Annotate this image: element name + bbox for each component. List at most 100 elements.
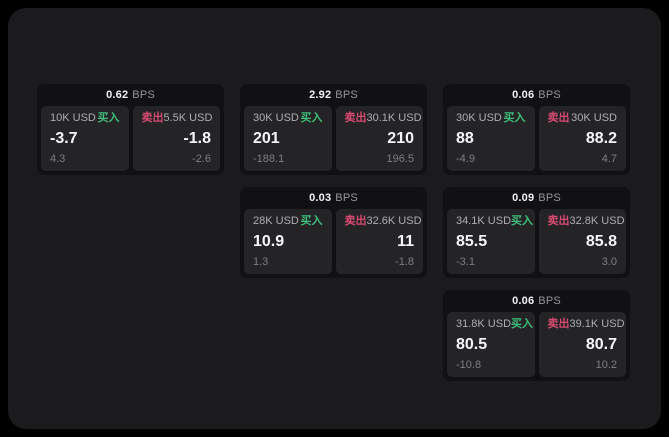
sell-panel[interactable]: 卖出 39.1K USD 80.7 10.2 — [538, 312, 626, 377]
bps-unit-label: BPS — [335, 89, 358, 101]
buy-side-label: 买入 — [503, 112, 526, 124]
quote-card: 0.03 BPS 28K USD 买入 10.9 1.3 卖出 32.6K US… — [240, 187, 427, 278]
sell-side-label: 卖出 — [547, 318, 570, 330]
sell-amount: 30.1K USD — [366, 112, 422, 124]
bps-value: 0.09 — [512, 192, 535, 204]
buy-sub-value: -10.8 — [456, 359, 482, 371]
sell-sub-value: 4.7 — [601, 153, 617, 165]
buy-panel-header: 30K USD 买入 — [253, 113, 323, 124]
buy-panel-header: 31.8K USD 买入 — [456, 318, 533, 330]
buy-sub-value: -188.1 — [253, 153, 285, 165]
buy-panel-header: 28K USD 买入 — [253, 216, 323, 227]
sell-sub-value: 3.0 — [601, 256, 617, 268]
buy-panel[interactable]: 10K USD 买入 -3.7 4.3 — [41, 106, 129, 171]
buy-sub-value: -3.1 — [456, 256, 475, 268]
sell-amount: 5.5K USD — [163, 112, 213, 124]
buy-amount: 31.8K USD — [456, 318, 512, 330]
quote-panels: 10K USD 买入 -3.7 4.3 卖出 5.5K USD -1.8 -2.… — [37, 106, 224, 175]
sell-panel-header: 卖出 30K USD — [548, 113, 618, 124]
buy-price: 88 — [456, 130, 474, 148]
quote-cards-grid: 0.62 BPS 10K USD 买入 -3.7 4.3 卖出 5.5K USD… — [37, 84, 630, 381]
quote-card: 0.06 BPS 31.8K USD 买入 80.5 -10.8 卖出 39.1… — [443, 290, 630, 381]
card-header: 0.09 BPS — [443, 187, 630, 209]
quote-card: 0.62 BPS 10K USD 买入 -3.7 4.3 卖出 5.5K USD… — [37, 84, 224, 175]
buy-amount: 34.1K USD — [456, 215, 512, 227]
buy-panel[interactable]: 34.1K USD 买入 85.5 -3.1 — [447, 209, 535, 274]
quote-card: 2.92 BPS 30K USD 买入 201 -188.1 卖出 30.1K … — [240, 84, 427, 175]
buy-panel-header: 10K USD 买入 — [50, 113, 120, 124]
quote-panels: 34.1K USD 买入 85.5 -3.1 卖出 32.8K USD 85.8… — [443, 209, 630, 278]
quote-card: 0.09 BPS 34.1K USD 买入 85.5 -3.1 卖出 32.8K… — [443, 187, 630, 278]
buy-price: 80.5 — [456, 336, 488, 354]
buy-side-label: 买入 — [300, 112, 323, 124]
buy-sub-value: 1.3 — [253, 256, 269, 268]
buy-panel[interactable]: 31.8K USD 买入 80.5 -10.8 — [447, 312, 535, 377]
buy-amount: 30K USD — [456, 112, 502, 124]
card-header: 0.06 BPS — [443, 84, 630, 106]
sell-price: 11 — [397, 233, 414, 251]
card-header: 0.03 BPS — [240, 187, 427, 209]
sell-sub-value: 10.2 — [595, 359, 617, 371]
sell-sub-value: -1.8 — [395, 256, 414, 268]
buy-side-label: 买入 — [97, 112, 120, 124]
sell-price: 210 — [387, 130, 414, 148]
sell-side-label: 卖出 — [344, 112, 367, 124]
sell-side-label: 卖出 — [547, 112, 570, 124]
buy-sub-value: -4.9 — [456, 153, 475, 165]
sell-amount: 32.8K USD — [569, 215, 625, 227]
bps-value: 2.92 — [309, 89, 332, 101]
sell-sub-value: 196.5 — [386, 153, 414, 165]
quote-panels: 30K USD 买入 201 -188.1 卖出 30.1K USD 210 1… — [240, 106, 427, 175]
sell-panel[interactable]: 卖出 32.6K USD 11 -1.8 — [335, 209, 423, 274]
bps-unit-label: BPS — [132, 89, 155, 101]
buy-side-label: 买入 — [511, 215, 534, 227]
buy-price: 10.9 — [253, 233, 285, 251]
bps-unit-label: BPS — [538, 192, 561, 204]
quote-panels: 30K USD 买入 88 -4.9 卖出 30K USD 88.2 4.7 — [443, 106, 630, 175]
bps-unit-label: BPS — [538, 295, 561, 307]
sell-side-label: 卖出 — [344, 215, 367, 227]
bps-unit-label: BPS — [538, 89, 561, 101]
quote-panels: 28K USD 买入 10.9 1.3 卖出 32.6K USD 11 -1.8 — [240, 209, 427, 278]
buy-panel-header: 34.1K USD 买入 — [456, 215, 533, 227]
bps-value: 0.06 — [512, 295, 535, 307]
sell-panel-header: 卖出 5.5K USD — [141, 112, 213, 124]
sell-panel[interactable]: 卖出 30K USD 88.2 4.7 — [538, 106, 626, 171]
quote-panels: 31.8K USD 买入 80.5 -10.8 卖出 39.1K USD 80.… — [443, 312, 630, 381]
bps-value: 0.62 — [106, 89, 129, 101]
buy-side-label: 买入 — [300, 215, 323, 227]
sell-side-label: 卖出 — [547, 215, 570, 227]
bps-value: 0.03 — [309, 192, 332, 204]
buy-price: 201 — [253, 130, 280, 148]
buy-amount: 28K USD — [253, 215, 299, 227]
buy-sub-value: 4.3 — [50, 153, 66, 165]
buy-panel[interactable]: 30K USD 买入 201 -188.1 — [244, 106, 332, 171]
quote-card: 0.06 BPS 30K USD 买入 88 -4.9 卖出 30K USD 8… — [443, 84, 630, 175]
sell-panel-header: 卖出 30.1K USD — [344, 112, 422, 124]
buy-amount: 10K USD — [50, 112, 96, 124]
sell-amount: 30K USD — [571, 112, 617, 124]
app-surface: 0.62 BPS 10K USD 买入 -3.7 4.3 卖出 5.5K USD… — [8, 8, 661, 429]
buy-panel[interactable]: 30K USD 买入 88 -4.9 — [447, 106, 535, 171]
buy-side-label: 买入 — [511, 318, 534, 330]
sell-panel-header: 卖出 32.8K USD — [547, 215, 625, 227]
sell-panel[interactable]: 卖出 30.1K USD 210 196.5 — [335, 106, 423, 171]
card-header: 2.92 BPS — [240, 84, 427, 106]
card-header: 0.62 BPS — [37, 84, 224, 106]
sell-panel[interactable]: 卖出 32.8K USD 85.8 3.0 — [538, 209, 626, 274]
sell-price: 80.7 — [585, 336, 617, 354]
sell-sub-value: -2.6 — [192, 153, 211, 165]
buy-panel-header: 30K USD 买入 — [456, 113, 526, 124]
buy-price: 85.5 — [456, 233, 488, 251]
sell-price: -1.8 — [183, 130, 211, 148]
sell-price: 88.2 — [585, 130, 617, 148]
bps-value: 0.06 — [512, 89, 535, 101]
buy-panel[interactable]: 28K USD 买入 10.9 1.3 — [244, 209, 332, 274]
sell-panel-header: 卖出 32.6K USD — [344, 215, 422, 227]
sell-panel-header: 卖出 39.1K USD — [547, 318, 625, 330]
sell-price: 85.8 — [585, 233, 617, 251]
sell-panel[interactable]: 卖出 5.5K USD -1.8 -2.6 — [132, 106, 220, 171]
buy-price: -3.7 — [50, 130, 78, 148]
card-header: 0.06 BPS — [443, 290, 630, 312]
sell-side-label: 卖出 — [141, 112, 164, 124]
